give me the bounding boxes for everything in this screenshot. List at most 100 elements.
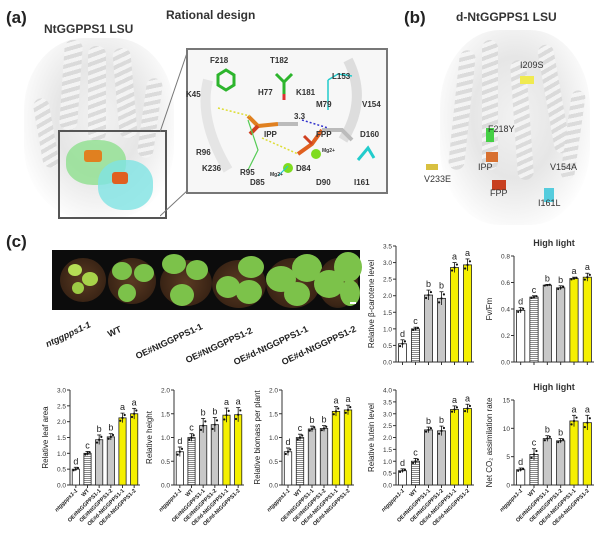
binding-site-diagram (200, 57, 376, 177)
svg-text:WT: WT (185, 488, 196, 499)
mg-ion-label: Mg2+ (270, 172, 283, 178)
residue-label: F218 (210, 56, 229, 65)
panel-b-title: d-NtGGPPS1 LSU (456, 10, 557, 24)
svg-text:d: d (518, 297, 523, 307)
bar (295, 437, 305, 486)
residue-label: D84 (296, 164, 311, 173)
svg-text:1.0: 1.0 (269, 435, 278, 442)
bar (222, 414, 231, 486)
bar (210, 424, 219, 486)
svg-text:c: c (532, 285, 537, 295)
bar (463, 264, 472, 363)
svg-text:b: b (426, 416, 431, 426)
svg-text:b: b (108, 423, 113, 433)
svg-text:3.0: 3.0 (383, 411, 392, 418)
bar (175, 451, 184, 486)
chart-leaf-area: 0.0 0.5 1.0 1.5 2.0 2.5 3.0 Relative leaf area d… (36, 378, 146, 547)
bar (569, 278, 579, 363)
svg-text:0.5: 0.5 (383, 343, 392, 350)
svg-text:0.8: 0.8 (501, 254, 510, 261)
protein-structure-d-ntggpps1 (426, 30, 590, 225)
svg-text:4.0: 4.0 (383, 388, 392, 395)
bar (199, 425, 208, 486)
svg-text:3.0: 3.0 (383, 260, 392, 267)
svg-text:b: b (321, 415, 326, 425)
svg-text:b: b (212, 407, 217, 417)
svg-text:d: d (400, 329, 405, 339)
svg-text:WT: WT (409, 488, 420, 499)
svg-text:ntggpps1-1: ntggpps1-1 (499, 488, 524, 513)
svg-text:b: b (558, 275, 563, 285)
svg-text:b: b (309, 415, 314, 425)
chart-lutein: 0.0 0.5 1.0 1.5 2.0 2.5 3.0 3.5 4.0 Relative lute… (362, 378, 480, 547)
bar (83, 452, 92, 486)
svg-text:b: b (558, 428, 563, 438)
svg-text:1.0: 1.0 (383, 326, 392, 333)
svg-text:WT: WT (527, 488, 538, 499)
svg-text:a: a (452, 252, 457, 262)
svg-text:c: c (532, 438, 537, 448)
svg-text:d: d (400, 458, 405, 468)
bar (542, 284, 552, 363)
svg-text:b: b (439, 281, 444, 291)
svg-text:0.4: 0.4 (501, 307, 510, 314)
residue-label: R96 (196, 148, 211, 157)
y-axis-label: Net CO₂ assimilation rate (485, 397, 494, 487)
svg-text:2.0: 2.0 (161, 388, 170, 395)
residue-label: T182 (270, 56, 289, 65)
panel-a-label: (a) (6, 8, 27, 27)
svg-text:1.5: 1.5 (383, 310, 392, 317)
panel-c-label: (c) (6, 232, 27, 251)
svg-text:b: b (426, 279, 431, 289)
y-axis-label: Relative height (145, 410, 154, 464)
svg-text:d: d (177, 436, 182, 446)
bar (331, 410, 341, 486)
bar (411, 328, 420, 363)
bar (556, 440, 566, 486)
bar (411, 460, 420, 486)
svg-text:0.0: 0.0 (57, 483, 66, 490)
bar (424, 294, 433, 363)
svg-text:0.0: 0.0 (161, 483, 170, 490)
svg-text:ntggpps1-1: ntggpps1-1 (266, 488, 291, 513)
svg-text:2.5: 2.5 (57, 403, 66, 410)
residue-label: K45 (186, 90, 201, 99)
zoom-connector-lines (160, 49, 189, 217)
bar (450, 267, 459, 363)
bar (569, 420, 579, 486)
bar (463, 408, 472, 486)
residue-label: L153 (332, 72, 351, 81)
chart-biomass: 0.0 0.5 1.0 1.5 2.0 Relative biomass per plan… (248, 378, 360, 547)
bar (556, 287, 566, 363)
svg-text:c: c (189, 423, 194, 433)
svg-text:10: 10 (503, 426, 511, 433)
ligand-label-fpp: FPP (316, 130, 332, 139)
svg-text:0.5: 0.5 (57, 467, 66, 474)
plant-phenotype-photo (52, 250, 362, 310)
ligand-label-ipp: IPP (264, 130, 277, 139)
svg-text:a: a (585, 404, 590, 414)
bar (343, 409, 353, 486)
svg-text:0.5: 0.5 (161, 459, 170, 466)
svg-text:a: a (465, 248, 470, 258)
bar (582, 422, 592, 486)
chart-title: High light (533, 238, 575, 248)
residue-label: D160 (360, 130, 380, 139)
svg-text:1.5: 1.5 (161, 411, 170, 418)
residue-label: I161 (354, 178, 370, 187)
svg-text:2.0: 2.0 (269, 388, 278, 395)
panel-a-design-title: Rational design (166, 8, 256, 22)
svg-text:1.0: 1.0 (383, 459, 392, 466)
bar (542, 438, 552, 486)
svg-text:b: b (201, 408, 206, 418)
svg-text:ntggpps1-1: ntggpps1-1 (158, 488, 183, 513)
mg-ion-label: Mg2+ (322, 148, 335, 154)
svg-text:1.5: 1.5 (269, 411, 278, 418)
svg-text:a: a (345, 394, 350, 404)
residue-label: R95 (240, 168, 255, 177)
genotype-label: WT (106, 324, 123, 340)
bar (516, 469, 526, 486)
svg-text:5: 5 (506, 454, 510, 461)
svg-text:a: a (224, 397, 229, 407)
svg-text:0.5: 0.5 (269, 459, 278, 466)
